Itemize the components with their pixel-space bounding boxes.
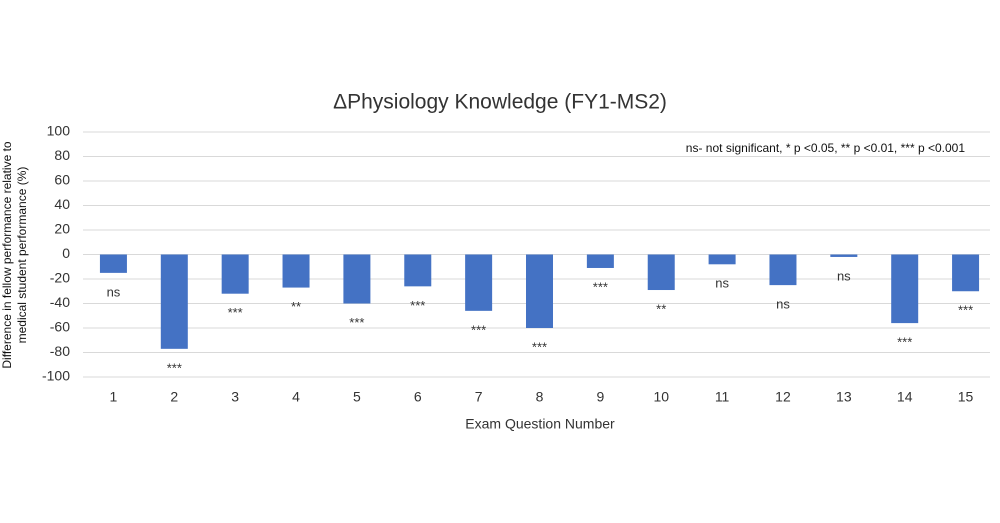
bar: [891, 254, 919, 324]
significance-label: ns: [107, 284, 121, 299]
bar: [282, 254, 310, 288]
x-tick-label: 3: [231, 389, 239, 405]
bar: [526, 254, 553, 328]
bar: [160, 254, 188, 349]
y-axis-title-line: medical student performance (%): [15, 167, 29, 344]
significance-label: **: [656, 301, 666, 316]
y-tick-label: 20: [54, 221, 70, 237]
y-tick-label: 80: [54, 147, 70, 163]
x-tick-label: 12: [775, 389, 791, 405]
bar: [708, 254, 736, 265]
x-axis-title: Exam Question Number: [465, 416, 615, 432]
chart-title: ΔPhysiology Knowledge (FY1-MS2): [333, 91, 667, 114]
note: ns- not significant, * p <0.05, ** p <0.…: [686, 141, 966, 155]
bar: [343, 254, 371, 304]
significance-label: ns: [715, 276, 729, 291]
y-tick-label: 0: [62, 245, 70, 261]
significance-label: ***: [471, 322, 486, 337]
bar: [952, 254, 980, 292]
y-axis-title: Difference in fellow performance relativ…: [0, 141, 29, 369]
x-tick-label: 5: [353, 389, 361, 405]
y-tick-label: -80: [50, 343, 70, 359]
y-tick-label: -60: [50, 319, 70, 335]
x-tick-label: 2: [170, 389, 178, 405]
significance-label: ***: [593, 279, 608, 294]
y-tick-label: -100: [42, 368, 70, 384]
x-tick-label: 9: [596, 389, 604, 405]
significance-label: ***: [349, 315, 364, 330]
bar: [465, 254, 493, 311]
x-tick-label: 13: [836, 389, 852, 405]
x-tick-label: 11: [715, 389, 730, 405]
significance-label: **: [291, 299, 301, 314]
significance-label: ***: [410, 298, 425, 313]
bar: [404, 254, 432, 287]
bar: [99, 254, 127, 273]
bar: [769, 254, 797, 286]
y-tick-label: 100: [47, 123, 71, 139]
y-tick-label: 60: [54, 172, 70, 188]
y-axis-title-line: Difference in fellow performance relativ…: [0, 141, 14, 369]
bar: [647, 254, 675, 291]
bar: [221, 254, 249, 294]
x-tick-label: 6: [414, 389, 422, 405]
x-tick-label: 10: [653, 389, 669, 405]
significance-label: ***: [897, 335, 912, 350]
x-tick-label: 7: [475, 389, 483, 405]
significance-label: ***: [532, 339, 547, 354]
y-tick-label: -20: [50, 270, 70, 286]
bar: [830, 254, 858, 257]
y-tick-label: 40: [54, 196, 70, 212]
significance-label: ***: [958, 303, 973, 318]
x-tick-label: 4: [292, 389, 300, 405]
x-tick-label: 1: [110, 389, 118, 405]
x-tick-label: 15: [958, 389, 974, 405]
significance-label: ***: [167, 360, 182, 375]
x-tick-label: 14: [897, 389, 913, 405]
significance-label: ns: [837, 268, 851, 283]
significance-label: ***: [228, 305, 243, 320]
x-tick-label: 8: [536, 389, 544, 405]
bar: [586, 254, 614, 268]
significance-label: ns: [776, 297, 790, 312]
y-tick-label: -40: [50, 294, 70, 310]
